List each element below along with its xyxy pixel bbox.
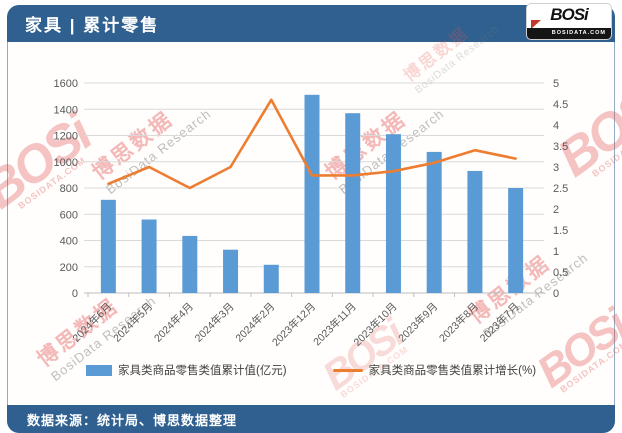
legend-item-line-series: 家具类商品零售类值累计增长(%) <box>332 362 537 378</box>
bar <box>263 264 279 293</box>
bosi-logo-text: BOSi <box>550 5 589 24</box>
left-axis-tick-label: 1000 <box>54 157 78 169</box>
chart-canvas: 0 200 400 600 800 1000 1200 1400 1600 0 0.5 1 1.5 2 2.… <box>54 78 569 349</box>
right-axis-tick-label: 1.5 <box>553 225 568 237</box>
left-axis-tick-label: 200 <box>60 262 78 274</box>
x-axis-label: 2024年3月 <box>192 300 237 345</box>
bar <box>223 249 239 293</box>
left-axis-tick-label: 1200 <box>54 131 78 143</box>
left-axis-tick-label: 1400 <box>54 104 78 116</box>
x-axis-label: 2024年6月 <box>70 300 115 345</box>
right-axis-tick-label: 2 <box>553 204 559 216</box>
right-axis-tick-label: 4 <box>553 120 559 132</box>
x-axis-label: 2023年7月 <box>477 300 522 345</box>
bar <box>426 151 442 293</box>
page-title: 家具 | 累计零售 <box>25 16 160 35</box>
chart-area: 0 200 400 600 800 1000 1200 1400 1600 0 0.5 1 1.5 2 2.… <box>7 42 615 405</box>
x-axis-label: 2024年4月 <box>151 300 196 345</box>
x-axis-label: 2024年2月 <box>233 300 278 345</box>
legend-bar-label: 家具类商品零售类值累计值(亿元) <box>117 365 287 377</box>
chart-legend: 家具类商品零售类值累计值(亿元) 家具类商品零售类值累计增长(%) <box>8 362 614 378</box>
right-axis-tick-label: 5 <box>553 78 559 90</box>
bar <box>182 235 198 293</box>
left-axis-tick-label: 0 <box>72 288 78 300</box>
x-axis-label: 2023年12月 <box>269 300 318 349</box>
right-axis-tick-label: 2.5 <box>553 183 568 195</box>
growth-line <box>107 98 517 190</box>
right-axis-tick-label: 3.5 <box>553 141 568 153</box>
header-bar: 家具 | 累计零售 <box>7 5 615 42</box>
bar <box>508 188 524 293</box>
left-axis-tick-label: 600 <box>60 209 78 221</box>
left-axis-tick-label: 800 <box>60 183 78 195</box>
right-axis-tick-label: 0 <box>553 288 559 300</box>
bar <box>385 134 401 293</box>
x-axis-label: 2024年5月 <box>111 300 156 345</box>
bar <box>100 199 116 293</box>
right-axis-tick-label: 1 <box>553 246 559 258</box>
right-axis-tick-label: 4.5 <box>553 99 568 111</box>
x-axis-label: 2023年10月 <box>351 300 400 349</box>
bosi-logo-arrow-icon <box>531 20 541 29</box>
left-axis-tick-label: 1600 <box>54 78 78 90</box>
bar <box>141 219 157 293</box>
right-axis-tick-label: 3 <box>553 162 559 174</box>
data-source-text: 数据来源：统计局、博思数据整理 <box>27 412 238 428</box>
left-axis-tick-label: 400 <box>60 236 78 248</box>
right-axis-tick-label: 0.5 <box>553 267 568 279</box>
x-axis-label: 2023年9月 <box>396 300 441 345</box>
legend-line-swatch <box>332 368 363 372</box>
bar <box>304 94 320 293</box>
x-axis-label: 2023年8月 <box>436 300 481 345</box>
bosi-logo: BOSi BOSIDATA.COM <box>526 3 612 40</box>
bar <box>345 113 361 293</box>
legend-bar-swatch <box>85 364 112 376</box>
footer-bar: 数据来源：统计局、博思数据整理 <box>7 405 615 433</box>
bosi-logo-domain: BOSIDATA.COM <box>527 28 611 39</box>
legend-line-label: 家具类商品零售类值累计增长(%) <box>368 365 537 377</box>
legend-item-bar-series: 家具类商品零售类值累计值(亿元) <box>85 362 287 378</box>
bar <box>467 170 483 293</box>
